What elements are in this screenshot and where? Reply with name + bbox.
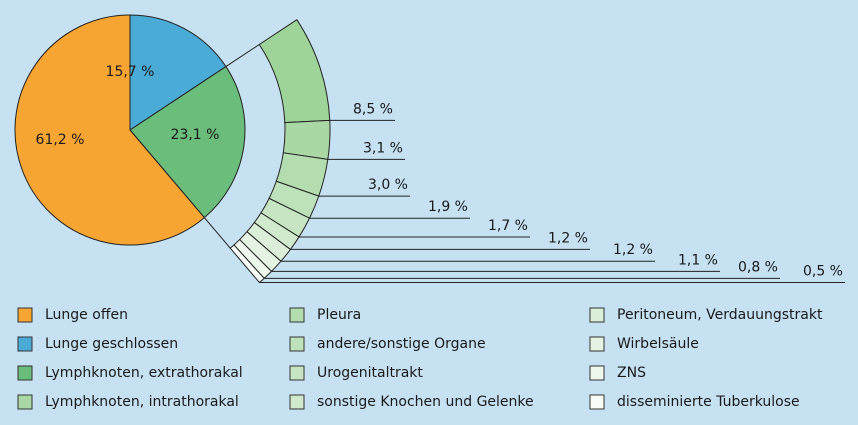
- slice-label: 23,1 %: [171, 127, 220, 143]
- legend-swatch: [289, 365, 305, 381]
- legend-swatch: [589, 394, 605, 410]
- ring-segment: [229, 244, 265, 284]
- pie-slice: [14, 14, 206, 246]
- legend-swatch: [589, 365, 605, 381]
- segment-label: 1,1 %: [678, 252, 718, 268]
- segment-label: 0,8 %: [738, 259, 778, 275]
- segment-label: 1,2 %: [613, 242, 653, 258]
- connector: [204, 217, 231, 249]
- legend-swatch: [17, 336, 33, 352]
- legend-label: Lunge geschlossen: [45, 336, 178, 352]
- legend-label: Lymphknoten, intrathorakal: [45, 394, 239, 410]
- legend-swatch: [289, 336, 305, 352]
- segment-label: 3,1 %: [363, 140, 403, 156]
- pie-slice: [129, 65, 246, 219]
- legend-swatch: [289, 307, 305, 323]
- legend-label: andere/sonstige Organe: [317, 336, 486, 352]
- legend-swatch: [289, 394, 305, 410]
- segment-label: 3,0 %: [368, 177, 408, 193]
- legend-label: Peritoneum, Verdauungstrakt: [617, 307, 823, 323]
- legend-swatch: [17, 365, 33, 381]
- legend-swatch: [17, 307, 33, 323]
- legend-swatch: [589, 336, 605, 352]
- legend-label: Wirbelsäule: [617, 336, 699, 352]
- connector: [225, 44, 260, 67]
- legend-label: disseminierte Tuberkulose: [617, 394, 800, 410]
- legend-swatch: [17, 394, 33, 410]
- legend-label: Lunge offen: [45, 307, 128, 323]
- slice-label: 15,7 %: [106, 64, 155, 80]
- ring-segment: [258, 18, 331, 124]
- slice-label: 61,2 %: [36, 132, 85, 148]
- pie-slice: [129, 14, 227, 131]
- legend-label: Urogenitaltrakt: [317, 365, 423, 381]
- legend-label: Pleura: [317, 307, 361, 323]
- segment-label: 1,7 %: [488, 218, 528, 234]
- segment-label: 1,9 %: [428, 199, 468, 215]
- segment-label: 0,5 %: [803, 263, 843, 279]
- legend-swatch: [589, 307, 605, 323]
- legend-label: sonstige Knochen und Gelenke: [317, 394, 534, 410]
- segment-label: 1,2 %: [548, 230, 588, 246]
- legend-label: Lymphknoten, extrathorakal: [45, 365, 243, 381]
- segment-label: 8,5 %: [353, 101, 393, 117]
- legend-label: ZNS: [617, 365, 646, 381]
